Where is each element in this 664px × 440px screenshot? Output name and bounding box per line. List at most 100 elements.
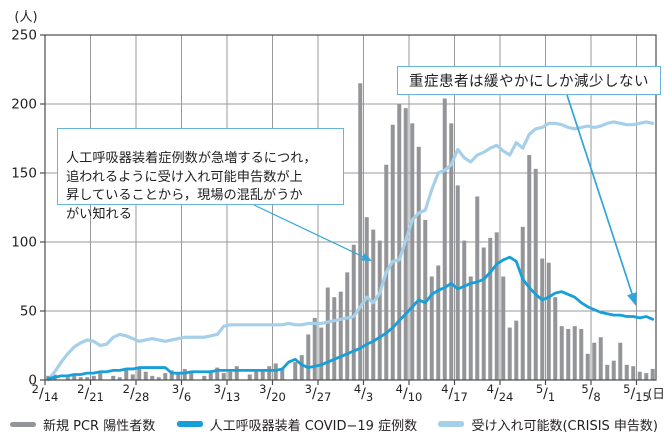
pcr-bar <box>514 320 519 380</box>
pcr-bar <box>449 123 454 380</box>
pcr-bar <box>585 353 590 380</box>
annotation-arrowhead-icon <box>361 253 372 261</box>
legend-label: 新規 PCR 陽性者数 <box>43 418 156 434</box>
pcr-bar <box>572 326 577 380</box>
legend-item-ventilator-cases: 人工呼吸器装着 COVID−19 症例数 <box>176 415 418 434</box>
pcr-bar <box>462 240 467 380</box>
y-axis-unit-label: (人) <box>14 10 38 25</box>
pcr-bar <box>254 368 259 380</box>
pcr-bar <box>423 219 428 380</box>
pcr-bar <box>312 317 317 380</box>
pcr-bar <box>390 124 395 380</box>
pcr-bar <box>501 276 506 380</box>
annotation-leader-line <box>253 204 366 259</box>
annotation-text: 人工呼吸器装着症例数が急増するにつれ， 追われるように受け入れ可能申告数が上 昇… <box>66 151 317 222</box>
pcr-bar <box>546 262 551 380</box>
pcr-bar <box>91 375 96 380</box>
pcr-bar <box>280 368 285 380</box>
pcr-bar <box>429 276 434 380</box>
pcr-bar <box>559 326 564 380</box>
pcr-bar <box>631 366 636 380</box>
legend-label: 人工呼吸器装着 COVID−19 症例数 <box>209 418 418 434</box>
pcr-bar <box>98 373 103 380</box>
pcr-bar <box>371 229 376 380</box>
pcr-bar <box>475 196 480 380</box>
pcr-bar <box>124 368 129 380</box>
x-tick-label: 3/13 <box>214 382 241 404</box>
pcr-bar-swatch-icon <box>10 421 36 427</box>
pcr-bar <box>377 240 382 380</box>
x-tick-label: 3/27 <box>305 382 332 404</box>
capacity-line-swatch-icon <box>438 421 465 427</box>
y-tick-label: 150 <box>11 166 37 182</box>
x-tick-label: 2/14 <box>32 382 59 404</box>
legend-item-pcr-positive: 新規 PCR 陽性者数 <box>10 415 155 434</box>
plot-frame <box>44 34 657 381</box>
pcr-bar <box>579 328 584 380</box>
pcr-bar <box>221 373 226 380</box>
pcr-bar <box>605 364 610 380</box>
pcr-bar <box>397 104 402 380</box>
annotation-box-severe-patients: 重症患者は緩やかにしか減少しない <box>397 66 661 95</box>
pcr-bar <box>540 258 545 380</box>
x-tick-label: 5/15 <box>623 382 650 404</box>
pcr-bar <box>481 247 486 380</box>
annotation-text: 重症患者は緩やかにしか減少しない <box>409 74 649 90</box>
pcr-bar <box>520 226 525 380</box>
pcr-bar <box>618 342 623 380</box>
pcr-bar <box>507 327 512 380</box>
x-tick-label: 4/3 <box>354 382 373 404</box>
pcr-bar <box>85 377 90 380</box>
pcr-bar <box>332 297 337 380</box>
pcr-bar <box>611 360 616 380</box>
y-tick-label: 0 <box>28 373 37 389</box>
pcr-bar <box>325 287 330 380</box>
pcr-bar <box>566 328 571 380</box>
pcr-bar <box>358 83 363 381</box>
x-tick-label: 2/28 <box>123 382 150 404</box>
annotation-box-ventilator-surge: 人工呼吸器装着症例数が急増するにつれ， 追われるように受け入れ可能申告数が上 昇… <box>57 128 344 222</box>
y-axis: 0 50 100 150 200 250 <box>11 28 45 389</box>
pcr-bar <box>624 364 629 380</box>
pcr-bar <box>650 368 655 380</box>
pcr-bar <box>169 370 174 380</box>
pcr-bar <box>137 367 142 380</box>
pcr-bar <box>215 367 220 380</box>
pcr-bar <box>208 370 213 380</box>
x-axis: 2/14 2/21 2/28 3/6 3/13 3/20 3/27 4/3 4/10 4/17 4/… <box>32 380 664 404</box>
legend-item-capacity: 受け入れ可能数(CRISIS 申告数) <box>438 415 658 434</box>
pcr-bar <box>293 362 298 380</box>
x-tick-label: 3/20 <box>259 382 286 404</box>
pcr-bar <box>189 371 194 380</box>
pcr-bar <box>228 371 233 380</box>
pcr-bar <box>78 377 83 380</box>
annotation-arrowhead-icon <box>627 292 637 306</box>
pcr-bar <box>65 377 70 380</box>
x-tick-label: 4/10 <box>396 382 423 404</box>
pcr-bar <box>442 98 447 380</box>
pcr-bar <box>202 375 207 380</box>
pcr-bar <box>247 374 252 380</box>
pcr-bar <box>455 185 460 380</box>
pcr-bar <box>436 265 441 380</box>
pcr-bar <box>416 146 421 380</box>
pcr-bar <box>163 373 168 380</box>
pcr-bars <box>46 83 655 381</box>
x-axis-day-suffix: (日) <box>648 386 664 401</box>
pcr-bar <box>260 370 265 380</box>
x-tick-label: 4/24 <box>487 382 514 404</box>
pcr-bar <box>533 168 538 380</box>
y-tick-label: 250 <box>11 28 37 44</box>
pcr-bar <box>234 366 239 380</box>
x-tick-label: 5/8 <box>581 382 600 404</box>
pcr-bar <box>338 291 343 380</box>
pcr-bar <box>306 334 311 380</box>
pcr-bar <box>176 374 181 380</box>
pcr-bar <box>637 371 642 380</box>
pcr-bar <box>72 375 77 380</box>
pcr-bar <box>644 373 649 380</box>
pcr-bar <box>143 371 148 380</box>
x-tick-label: 2/21 <box>77 382 104 404</box>
annotation-leader-line <box>566 94 634 296</box>
pcr-bar <box>345 272 350 380</box>
